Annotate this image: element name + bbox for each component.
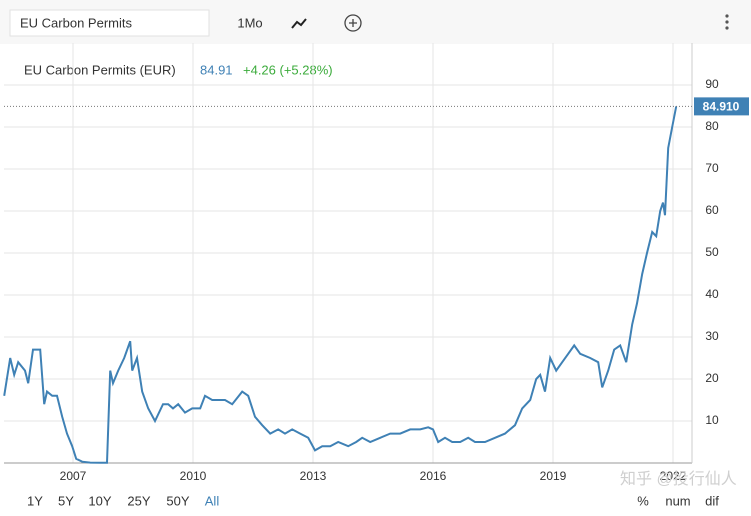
plot: 10 20 30 40 50 60 70 80 90 2007 2010 2013 2016 2019 20… <box>3 43 749 483</box>
y-tick-label: 90 <box>705 77 719 91</box>
last-price-label: 84.910 <box>703 100 740 114</box>
x-tick-label: 2013 <box>300 469 327 483</box>
y-tick-label: 10 <box>705 413 719 427</box>
range-button[interactable]: 1Y <box>27 493 43 508</box>
mode-button[interactable]: dif <box>705 493 719 508</box>
x-tick-label: 2016 <box>420 469 447 483</box>
range-button[interactable]: 25Y <box>127 493 150 508</box>
menu-icon[interactable] <box>725 14 729 30</box>
search-box[interactable] <box>9 9 210 37</box>
y-tick-label: 30 <box>705 329 719 343</box>
y-tick-label: 50 <box>705 245 719 259</box>
interval-button[interactable]: 1Mo <box>237 15 262 30</box>
range-button[interactable]: All <box>205 493 220 508</box>
last-price-box <box>694 97 749 116</box>
range-button[interactable]: 50Y <box>166 493 189 508</box>
add-icon-plus <box>349 19 357 27</box>
y-tick-label: 20 <box>705 371 719 385</box>
y-tick-label: 60 <box>705 203 719 217</box>
watermark: 知乎 @投行仙人 <box>620 470 737 488</box>
price-change: +4.26 (+5.28%) <box>243 62 333 77</box>
y-tick-label: 40 <box>705 287 719 301</box>
chart-type-icon[interactable] <box>291 18 307 29</box>
x-tick-label: 2010 <box>180 469 207 483</box>
y-tick-label: 70 <box>705 161 719 175</box>
y-tick-label: 80 <box>705 119 719 133</box>
price-line <box>3 106 678 464</box>
last-price: 84.91 <box>200 62 233 77</box>
x-tick-label: 2007 <box>60 469 87 483</box>
x-tick-label: 2019 <box>540 469 567 483</box>
range-button[interactable]: 5Y <box>58 493 74 508</box>
mode-button[interactable]: % <box>637 493 649 508</box>
mode-button[interactable]: num <box>665 493 690 508</box>
add-icon[interactable] <box>344 14 362 32</box>
x-tick-label: 2022 <box>660 469 687 483</box>
chart-title: EU Carbon Permits (EUR) <box>24 62 176 77</box>
range-button[interactable]: 10Y <box>88 493 111 508</box>
search-text: EU Carbon Permits <box>20 15 132 30</box>
